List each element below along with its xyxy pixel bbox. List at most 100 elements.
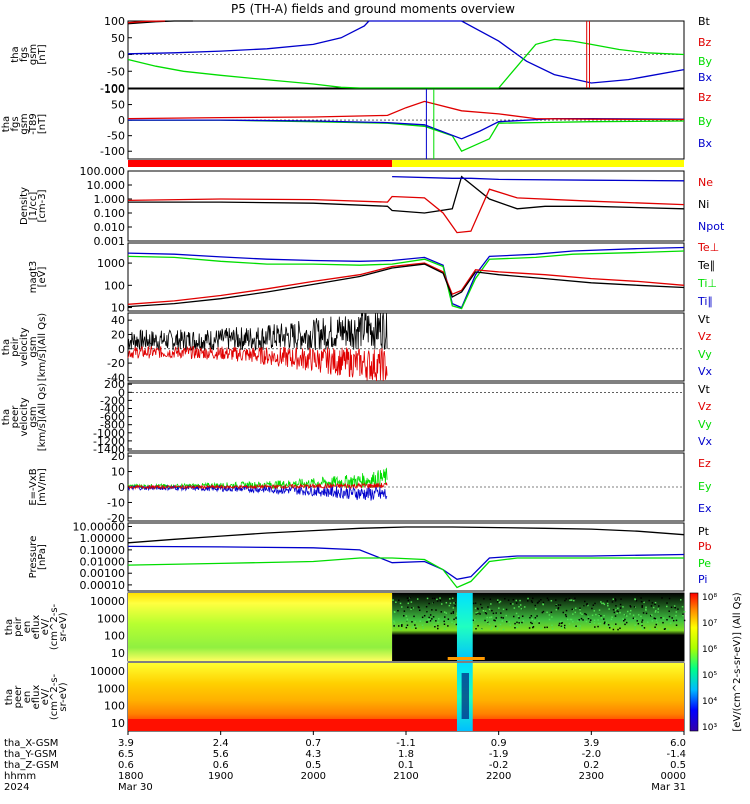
speckle [494, 623, 496, 626]
y-axis-label: tha [10, 46, 21, 62]
speckle [493, 619, 495, 621]
speckle [654, 626, 656, 628]
y-axis-label: [nT] [37, 44, 48, 64]
speckle [550, 600, 553, 602]
speckle [547, 599, 550, 601]
speckle [534, 617, 537, 619]
speckle [585, 620, 588, 623]
speckle [640, 615, 642, 618]
x-axis-value: 2300 [579, 771, 604, 782]
legend-entry: By [698, 115, 713, 128]
x-axis-value: Mar 30 [118, 782, 153, 793]
colorbar-tick-label: 10⁸ [702, 593, 717, 603]
speckle [616, 609, 618, 612]
speckle [548, 618, 551, 621]
speckle [455, 623, 458, 626]
series-line [127, 345, 388, 382]
y-tick-label: 0.01000 [80, 556, 126, 569]
speckle [454, 602, 456, 604]
speckle [437, 621, 439, 624]
y-tick-label: 10 [111, 647, 125, 660]
speckle [655, 610, 657, 612]
speckle [428, 618, 431, 621]
speckle [641, 626, 643, 628]
speckle [542, 603, 544, 606]
speckle [407, 606, 409, 609]
speckle [436, 598, 438, 601]
speckle [664, 627, 666, 630]
speckle [501, 620, 504, 622]
speckle [611, 601, 614, 603]
speckle [624, 623, 626, 626]
speckle [592, 604, 595, 606]
speckle [394, 611, 396, 613]
x-axis-value: 5.6 [213, 749, 229, 760]
series-line [127, 246, 685, 309]
speckle [615, 623, 617, 625]
y-axis-label: gsm [19, 113, 30, 134]
panel-efield: 20 10 0 -10 -20 E=-VxB[mV/m] [28, 450, 685, 525]
y-axis-label: peer [13, 685, 24, 709]
speckle [570, 618, 573, 621]
speckle [600, 601, 602, 603]
speckle [595, 613, 597, 616]
y-tick-label: 1000 [97, 257, 125, 270]
series-line [128, 119, 685, 153]
speckle [598, 614, 600, 617]
x-axis-value: 1800 [118, 771, 143, 782]
x-axis-value: -2.0 [582, 749, 602, 760]
speckle [523, 606, 526, 608]
ion-sheath-region [128, 593, 393, 661]
speckle [530, 621, 532, 624]
speckle [677, 608, 679, 610]
speckle [431, 609, 433, 611]
speckle [624, 618, 626, 621]
speckle [565, 626, 567, 628]
speckle [643, 627, 646, 629]
speckle [608, 626, 611, 629]
y-tick-label: -1000 [93, 427, 125, 440]
speckle [538, 622, 540, 624]
speckle [411, 621, 413, 623]
speckle [634, 617, 636, 620]
speckle [568, 597, 571, 600]
speckle [562, 611, 565, 614]
speckle [516, 626, 519, 628]
y-axis-label: gsm [28, 406, 39, 427]
panel-frame [127, 312, 685, 382]
speckle [445, 612, 448, 614]
x-axis-value: 2000 [301, 771, 326, 782]
speckle [597, 619, 599, 621]
speckle [412, 625, 415, 628]
speckle [496, 601, 499, 603]
speckle [566, 618, 569, 621]
y-axis-label: magt3 [28, 261, 39, 294]
speckle [427, 618, 429, 620]
speckle [484, 610, 487, 613]
y-axis-label: tha [4, 619, 15, 635]
speckle [538, 620, 540, 623]
speckle [619, 627, 621, 630]
panel-frame [127, 88, 685, 160]
speckle [622, 618, 624, 620]
speckle [472, 624, 475, 626]
speckle [671, 617, 673, 619]
speckle [606, 602, 609, 605]
speckle [414, 620, 416, 623]
speckle [531, 601, 534, 604]
legend-entry: Ez [698, 457, 711, 470]
speckle [410, 601, 413, 603]
series-line [128, 175, 685, 214]
speckle [498, 601, 501, 604]
legends: Bt Bz By Bx Bz By Bx Ne Ni Npot Te⊥ Te∥ Ti⊥ Ti∥ Vt Vz Vy… [697, 15, 725, 586]
speckle [611, 625, 613, 627]
speckle [682, 613, 684, 615]
speckle [515, 602, 518, 604]
speckle [569, 618, 572, 621]
speckle [591, 614, 594, 617]
speckle [555, 608, 558, 611]
speckle [534, 604, 536, 607]
speckle [625, 621, 628, 624]
y-tick-label: 0 [118, 114, 125, 127]
